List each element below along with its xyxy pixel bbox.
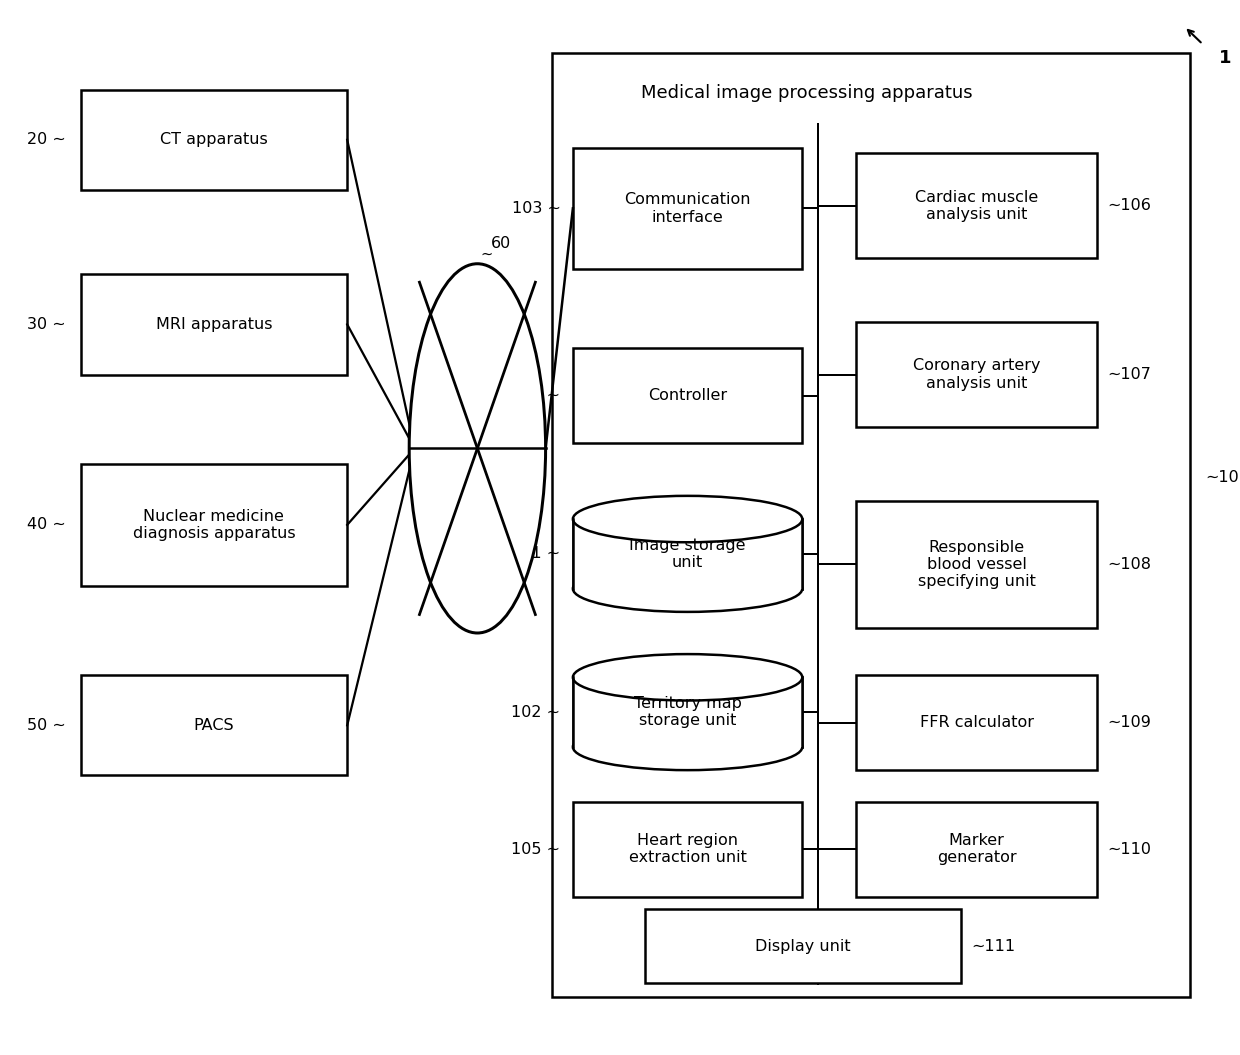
Bar	[573, 677, 802, 747]
Text: 101 ∼: 101 ∼	[511, 546, 560, 561]
Bar	[856, 153, 1097, 258]
Text: 104 ∼: 104 ∼	[511, 388, 560, 403]
Ellipse shape	[409, 264, 546, 633]
Bar	[573, 519, 802, 589]
Text: ∼: ∼	[481, 247, 494, 262]
Text: Responsible
blood vessel
specifying unit: Responsible blood vessel specifying unit	[918, 539, 1035, 590]
Text: Cardiac muscle
analysis unit: Cardiac muscle analysis unit	[915, 190, 1038, 222]
Text: 1: 1	[1219, 49, 1231, 68]
Bar	[81, 90, 347, 190]
Ellipse shape	[573, 724, 802, 770]
Text: 50 ∼: 50 ∼	[27, 717, 66, 733]
Text: 30 ∼: 30 ∼	[27, 316, 66, 332]
Text: 40 ∼: 40 ∼	[27, 517, 66, 533]
Text: Communication
interface: Communication interface	[624, 192, 751, 225]
Text: Heart region
extraction unit: Heart region extraction unit	[629, 833, 746, 865]
Text: ∼107: ∼107	[1107, 367, 1151, 382]
Text: 60: 60	[491, 236, 511, 251]
Text: ∼10: ∼10	[1205, 471, 1239, 485]
Bar	[573, 148, 802, 269]
Bar	[81, 675, 347, 775]
Text: CT apparatus: CT apparatus	[160, 132, 268, 148]
Text: 103 ∼: 103 ∼	[512, 200, 560, 216]
Bar	[573, 802, 802, 897]
Text: 20 ∼: 20 ∼	[27, 132, 66, 148]
Ellipse shape	[409, 264, 546, 633]
Text: 105 ∼: 105 ∼	[511, 842, 560, 857]
Ellipse shape	[573, 496, 802, 542]
Text: 102 ∼: 102 ∼	[511, 705, 560, 720]
Text: Coronary artery
analysis unit: Coronary artery analysis unit	[913, 359, 1040, 390]
Text: Image storage
unit: Image storage unit	[630, 538, 745, 570]
Text: FFR calculator: FFR calculator	[920, 715, 1033, 730]
Text: ∼106: ∼106	[1107, 198, 1151, 213]
Text: PACS: PACS	[193, 717, 234, 733]
Bar	[552, 53, 1190, 997]
Ellipse shape	[573, 654, 802, 701]
Text: Controller: Controller	[649, 388, 727, 403]
Text: Medical image processing apparatus: Medical image processing apparatus	[641, 83, 973, 102]
Text: Marker
generator: Marker generator	[936, 833, 1017, 865]
Bar	[856, 675, 1097, 770]
Text: ∼111: ∼111	[971, 939, 1016, 954]
Bar	[856, 322, 1097, 427]
Bar	[573, 348, 802, 443]
Ellipse shape	[573, 565, 802, 612]
Text: ∼108: ∼108	[1107, 557, 1151, 572]
Text: Territory map
storage unit: Territory map storage unit	[634, 696, 742, 728]
Text: MRI apparatus: MRI apparatus	[156, 316, 272, 332]
Bar	[856, 802, 1097, 897]
Text: Display unit: Display unit	[755, 939, 851, 954]
Bar	[856, 501, 1097, 628]
Bar	[81, 464, 347, 586]
Bar	[81, 274, 347, 375]
Bar	[645, 909, 961, 983]
Text: ∼109: ∼109	[1107, 715, 1151, 730]
Text: Nuclear medicine
diagnosis apparatus: Nuclear medicine diagnosis apparatus	[133, 509, 295, 541]
Text: ∼110: ∼110	[1107, 842, 1151, 857]
